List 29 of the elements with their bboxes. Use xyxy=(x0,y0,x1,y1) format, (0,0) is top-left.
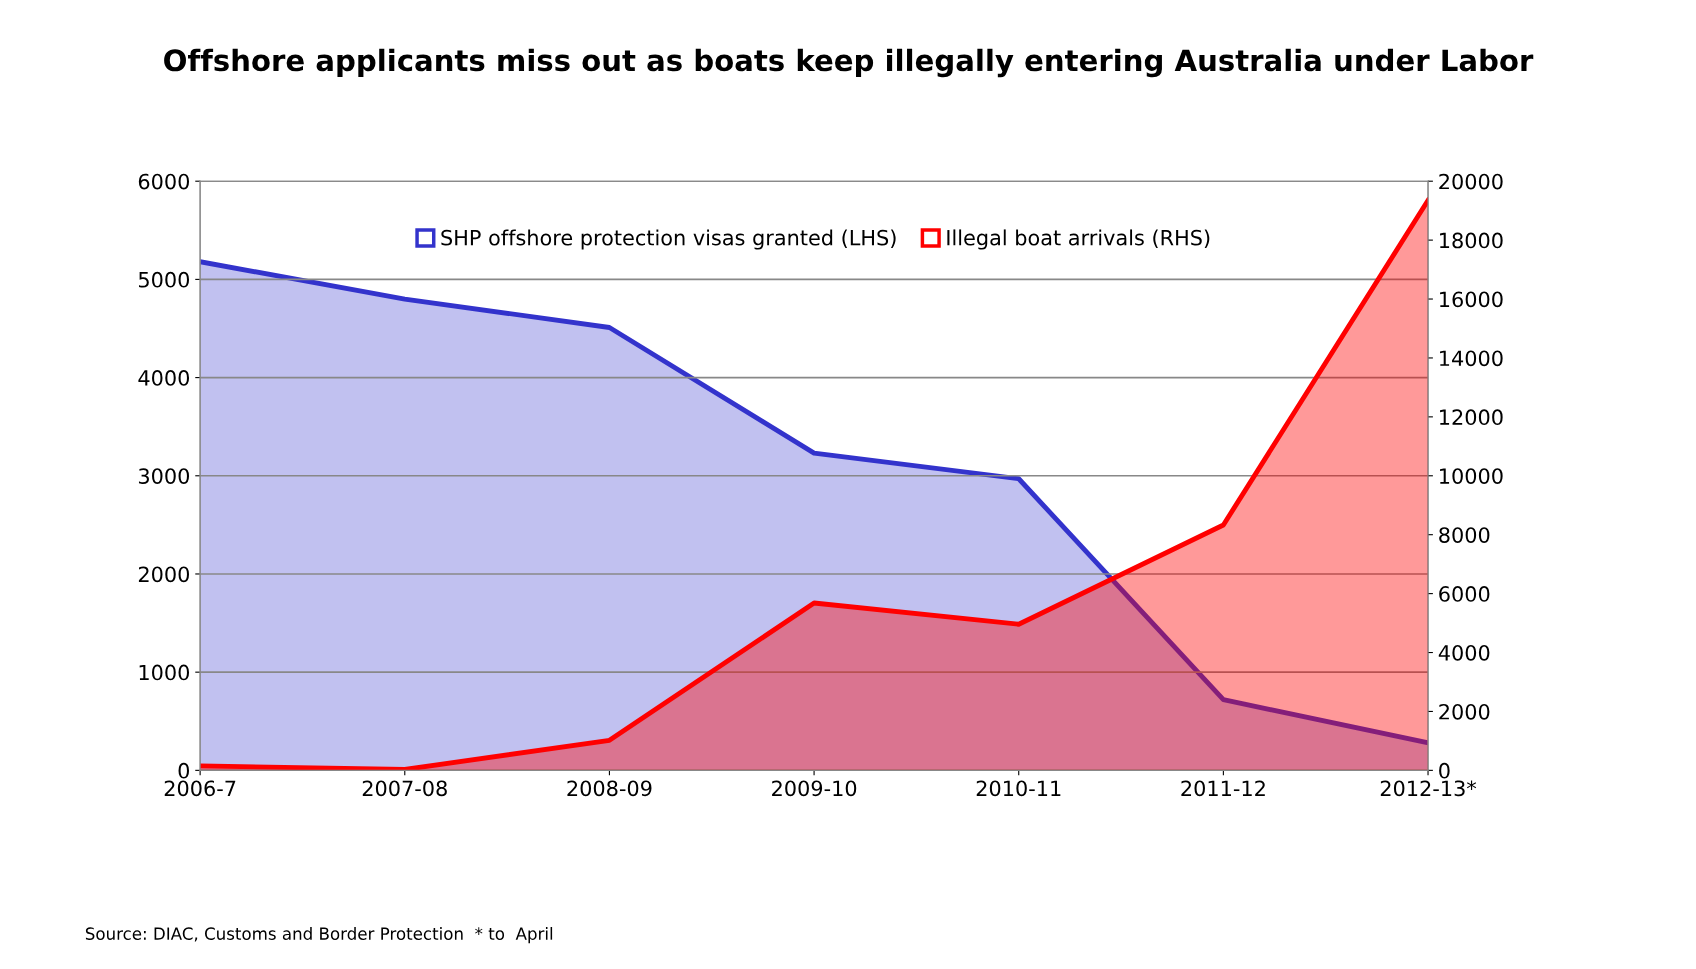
y2-tick-label: 12000 xyxy=(1440,409,1503,426)
x-tick-label: 2007-08 xyxy=(362,780,447,797)
chart-title: Offshore applicants miss out as boats keep illegally entering Australia under Labor xyxy=(164,48,1534,78)
y-tick-label: 5000 xyxy=(138,271,190,288)
y2-tick-label: 4000 xyxy=(1438,644,1490,661)
x-tick-label: 2006-7 xyxy=(164,780,236,797)
x-tick-label: 2011-12 xyxy=(1181,780,1265,797)
y2-tick-label: 16000 xyxy=(1440,291,1503,308)
y-tick-label: 2000 xyxy=(138,566,190,583)
x-tick-label: 2009-10 xyxy=(772,780,857,797)
x-tick-label: 2008-09 xyxy=(567,780,652,797)
y2-tick-label: 10000 xyxy=(1440,468,1503,484)
y-tick-label: 6000 xyxy=(138,173,190,190)
y2-tick-label: 8000 xyxy=(1439,527,1490,543)
x-tick-label: 2010-11 xyxy=(976,780,1061,797)
y-tick-label: 1000 xyxy=(139,664,190,681)
x-tick-label: 2012-13* xyxy=(1380,780,1477,797)
y2-tick-label: 0 xyxy=(1439,762,1450,779)
y2-tick-label: 2000 xyxy=(1439,703,1490,720)
legend-label: Illegal boat arrivals (RHS) xyxy=(947,229,1210,250)
y-tick-label: 4000 xyxy=(138,370,190,386)
y2-tick-label: 6000 xyxy=(1439,586,1490,602)
y-tick-label: 3000 xyxy=(138,468,190,484)
legend-label: SHP offshore protection visas granted (LHS) xyxy=(441,229,896,250)
y2-tick-label: 14000 xyxy=(1440,350,1503,367)
y-tick-label: 0 xyxy=(178,762,190,779)
y2-tick-label: 20000 xyxy=(1439,173,1503,190)
source-note: Source: DIAC, Customs and Border Protection * to April xyxy=(85,927,553,944)
y2-tick-label: 18000 xyxy=(1440,232,1503,249)
